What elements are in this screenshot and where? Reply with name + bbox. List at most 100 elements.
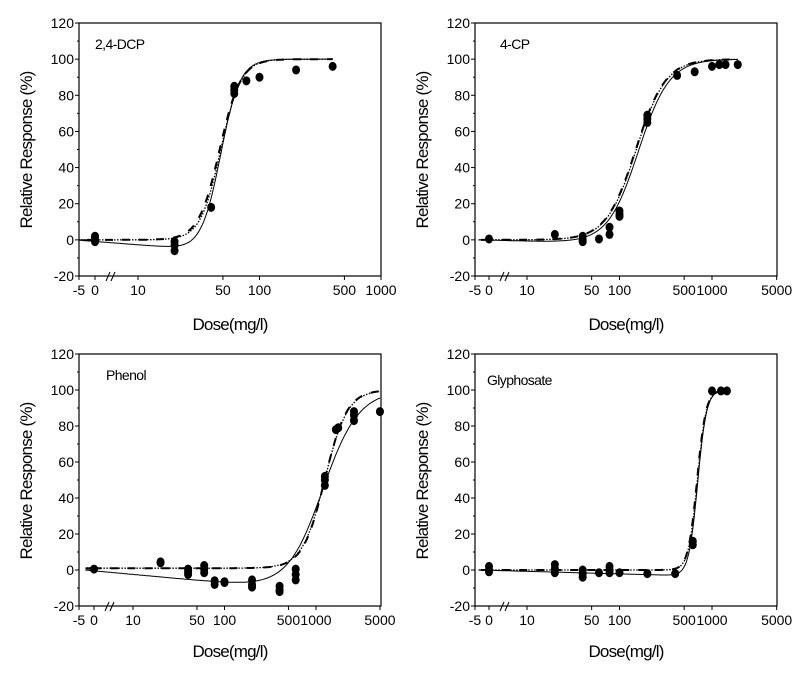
data-point — [643, 569, 652, 579]
x-tick-label: -5 — [469, 612, 482, 628]
axis-break-mark — [110, 271, 116, 282]
data-point — [255, 72, 264, 82]
data-point — [242, 76, 251, 86]
data-point — [230, 88, 239, 98]
data-point — [91, 233, 99, 243]
y-tick-label: 40 — [58, 490, 74, 506]
data-point — [615, 211, 624, 221]
y-tick-label: 120 — [51, 15, 75, 31]
y-tick-label: -20 — [450, 598, 470, 614]
x-tick-label: 1000 — [696, 282, 727, 298]
y-tick-label: 20 — [454, 526, 470, 542]
curve-fit-dashed — [79, 58, 333, 241]
data-point — [605, 222, 614, 232]
x-tick-label: 500 — [333, 282, 357, 298]
data-point — [594, 234, 603, 244]
plot-frame — [474, 22, 778, 277]
plot-frame — [78, 22, 382, 277]
data-point — [690, 67, 699, 77]
curve-fit-dashed — [478, 58, 738, 241]
y-tick-label: 40 — [454, 490, 470, 506]
y-tick-label: 100 — [51, 51, 75, 67]
y-tick-label: 20 — [454, 196, 470, 212]
data-point — [485, 567, 493, 577]
data-point — [349, 416, 358, 426]
y-tick-label: 60 — [454, 123, 470, 139]
x-axis-title: Dose(mg/l) — [192, 315, 267, 334]
x-tick-label: 500 — [277, 612, 301, 628]
curve-fit-solid — [478, 58, 738, 242]
y-tick-label: 80 — [58, 418, 74, 434]
y-tick-label: 0 — [66, 562, 74, 578]
data-point — [291, 575, 300, 585]
x-tick-label: -5 — [73, 282, 86, 298]
y-tick-label: 120 — [51, 346, 75, 362]
data-point — [90, 564, 98, 574]
curve-fit-dotted — [79, 58, 333, 241]
y-tick-label: 80 — [454, 418, 470, 434]
x-tick-label: -5 — [469, 282, 482, 298]
data-point — [708, 61, 716, 71]
data-point — [375, 407, 384, 417]
x-tick-label: 100 — [213, 612, 237, 628]
curve-fit-dotted — [478, 58, 738, 241]
data-point — [673, 70, 682, 80]
panel-label: 4-CP — [500, 36, 530, 52]
data-point — [615, 568, 624, 578]
curve-fit-dashed — [85, 390, 381, 570]
data-point — [334, 423, 343, 433]
x-tick-label: 500 — [672, 612, 696, 628]
data-point — [605, 229, 614, 239]
y-tick-label: 120 — [447, 15, 471, 31]
data-point — [220, 578, 229, 588]
y-tick-label: 20 — [58, 526, 74, 542]
data-point — [715, 60, 724, 70]
y-tick-label: 0 — [462, 562, 470, 578]
data-point — [156, 558, 165, 568]
y-tick-label: 60 — [58, 454, 74, 470]
data-point — [200, 568, 209, 578]
curve-fit-dotted — [85, 390, 381, 569]
y-tick-label: 80 — [58, 87, 74, 103]
x-tick-label: 0 — [90, 612, 98, 628]
x-tick-label: 500 — [672, 282, 696, 298]
data-point — [643, 117, 652, 127]
x-tick-label: 1000 — [300, 612, 331, 628]
x-tick-label: 100 — [608, 282, 632, 298]
x-tick-label: 10 — [125, 612, 141, 628]
curve-fit-dotted — [478, 389, 727, 571]
y-tick-label: 60 — [454, 454, 470, 470]
axis-break-mark — [104, 601, 110, 612]
data-point — [320, 480, 329, 490]
data-point — [248, 582, 257, 592]
data-point — [550, 568, 559, 578]
y-tick-label: 40 — [58, 160, 74, 176]
x-tick-label: 5000 — [364, 612, 395, 628]
y-tick-label: 100 — [51, 382, 75, 398]
data-point — [184, 570, 193, 579]
x-axis-title: Dose(mg/l) — [192, 642, 267, 661]
y-tick-label: 60 — [58, 123, 74, 139]
data-point — [328, 61, 337, 71]
y-tick-label: 0 — [66, 232, 74, 248]
axis-break-mark — [504, 601, 510, 612]
data-point — [578, 237, 587, 247]
curve-fit-solid — [85, 397, 381, 583]
x-tick-label: 50 — [584, 282, 600, 298]
x-tick-label: 1000 — [696, 612, 727, 628]
x-tick-label: 0 — [485, 282, 493, 298]
y-tick-label: -20 — [54, 598, 74, 614]
data-point — [485, 234, 493, 244]
data-point — [721, 60, 730, 70]
x-tick-label: 0 — [91, 282, 99, 298]
x-tick-label: 5000 — [761, 612, 792, 628]
x-tick-label: 50 — [189, 612, 205, 628]
axis-break-mark — [105, 271, 111, 282]
y-tick-label: 80 — [454, 87, 470, 103]
x-tick-label: 100 — [608, 612, 632, 628]
panel-label: Phenol — [106, 367, 146, 383]
